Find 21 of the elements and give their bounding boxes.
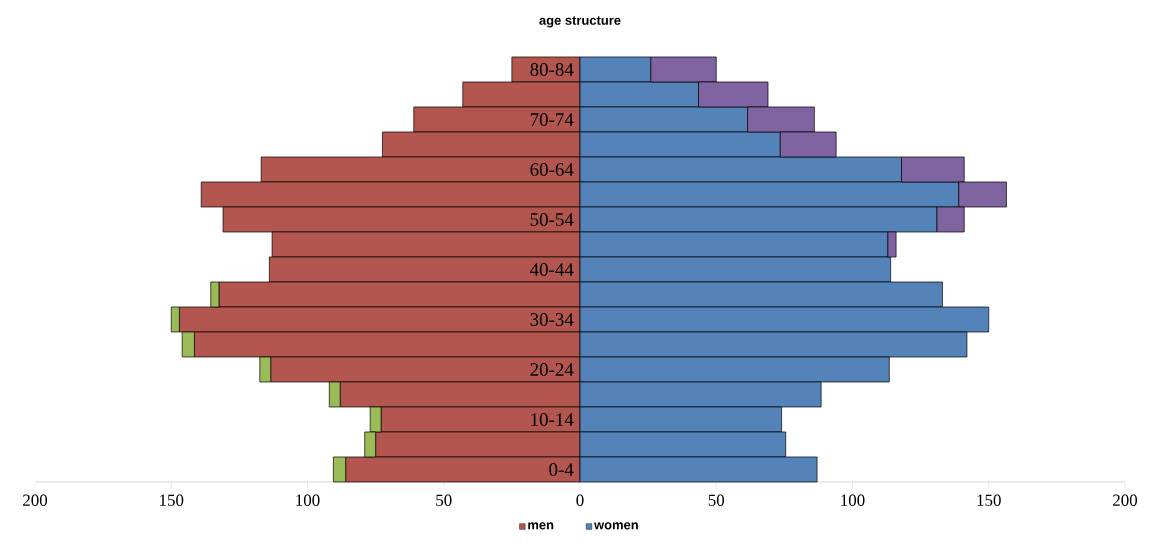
x-tick-label: 100 xyxy=(841,494,865,506)
x-tick-label: 50 xyxy=(708,494,725,506)
chart-title: age structure xyxy=(539,16,621,28)
x-tick-label: 200 xyxy=(1113,494,1138,506)
y-tick-label: 60-64 xyxy=(530,163,574,176)
y-tick-label: 10-14 xyxy=(531,413,574,426)
y-tick-label: 30-34 xyxy=(530,313,574,326)
x-tick-label: 100 xyxy=(296,494,320,506)
y-tick-label: 50-54 xyxy=(530,213,574,226)
y-tick-label: 70-74 xyxy=(530,113,574,126)
y-tick-label: 20-24 xyxy=(530,363,574,376)
x-tick-label: 50 xyxy=(436,494,452,506)
y-tick-label: 80-84 xyxy=(530,63,574,76)
x-tick-label: 150 xyxy=(160,494,184,506)
x-tick-label: 0 xyxy=(576,494,584,506)
x-tick-label: 150 xyxy=(977,494,1001,506)
y-tick-label: 0-4 xyxy=(549,463,574,476)
legend-label: women xyxy=(594,522,638,530)
legend-label: men xyxy=(528,522,554,530)
x-tick-label: 200 xyxy=(23,494,48,506)
y-tick-label: 40-44 xyxy=(530,263,574,276)
